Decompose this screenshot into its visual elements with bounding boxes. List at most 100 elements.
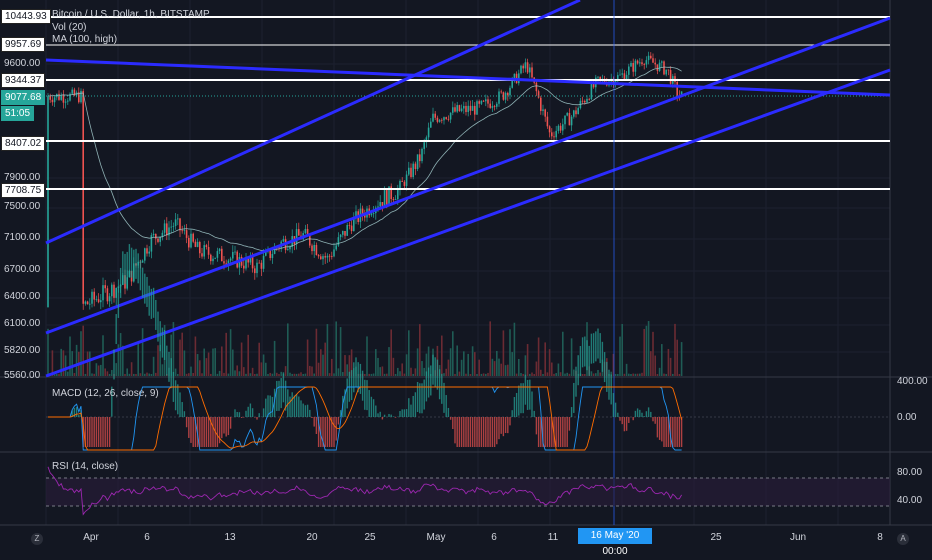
macd-histogram-bar [248,407,249,417]
volume-bar [503,330,505,376]
macd-histogram-bar [430,365,431,395]
macd-histogram-bar [157,312,158,342]
macd-histogram-bar [388,414,389,417]
volume-bar [309,366,311,376]
candle-body [632,63,634,72]
volume-bar [472,346,474,376]
macd-histogram-bar [129,244,130,274]
volume-bar [384,374,386,376]
volume-bar [505,365,507,376]
macd-histogram-bar [377,413,378,417]
auto-scale-button[interactable]: A [897,533,909,545]
macd-histogram-bar [593,333,594,363]
candle-body [555,131,557,137]
candle-body [230,258,232,260]
candle-body [89,304,91,305]
candle-body [52,100,54,102]
macd-histogram-bar [329,417,330,447]
volume-bar [96,363,98,376]
volume-bar [566,373,568,376]
volume-bar [236,365,238,376]
macd-histogram-bar [674,417,675,447]
macd-histogram-bar [369,390,370,417]
volume-bar [311,367,313,376]
macd-histogram-bar [518,386,519,416]
candle-body [346,225,348,236]
volume-bar [637,374,639,376]
macd-histogram-bar [534,411,535,417]
level-tag: 9344.37 [1,73,45,88]
volume-bar [630,374,632,376]
volume-bar [483,373,485,376]
zoom-reset-button[interactable]: Z [31,533,43,545]
candle-body [296,229,298,244]
candle-body [63,95,65,102]
volume-bar [641,373,643,376]
candle-body [395,199,397,200]
volume-bar [564,374,566,376]
macd-histogram-bar [384,415,385,417]
volume-bar [296,374,298,376]
macd-histogram-bar [424,380,425,410]
volume-bar [377,358,379,376]
macd-histogram-bar [89,417,90,447]
volume-bar [643,329,645,376]
macd-histogram-bar [457,417,458,447]
volume-bar [632,374,634,376]
macd-histogram-bar [228,417,229,435]
macd-histogram-bar [560,417,561,447]
candle-body [646,60,648,64]
macd-histogram-bar [395,417,396,418]
macd-histogram-bar [294,396,295,417]
volume-bar [239,371,241,376]
macd-histogram-bar [591,334,592,364]
candle-body [410,168,412,177]
candle-body [417,154,419,169]
candle-body [329,256,331,257]
volume-bar [184,350,186,376]
volume-bar [287,323,289,376]
candle-body [212,259,214,261]
volume-bar [668,349,670,376]
volume-bar [313,374,315,376]
volume-bar [492,359,494,376]
macd-histogram-bar [637,408,638,417]
volume-bar [650,351,652,376]
time-label: 20 [306,532,317,543]
macd-histogram-bar [608,370,609,400]
volume-bar [217,374,219,376]
time-label: Apr [83,532,99,543]
time-label: 25 [710,532,721,543]
macd-histogram-bar [602,342,603,372]
macd-histogram-bar [171,358,172,388]
macd-histogram-bar [296,394,297,417]
macd-histogram-bar [505,417,506,433]
volume-bar [536,362,538,376]
macd-histogram-bar [142,268,143,298]
candle-body [520,66,522,74]
candle-body [111,285,113,297]
volume-bar [459,372,461,376]
candle-body [47,96,49,307]
candle-body [206,245,208,247]
macd-histogram-bar [569,417,570,431]
volume-bar [294,374,296,376]
macd-histogram-bar [201,417,202,447]
candle-body [324,256,326,257]
volume-bar [595,373,597,376]
time-label: 6 [491,532,497,543]
macd-histogram-bar [650,412,651,417]
macd-histogram-bar [270,396,271,417]
macd-histogram-bar [309,410,310,417]
macd-histogram-bar [549,417,550,447]
volume-bar [393,358,395,376]
candle-body [67,101,69,102]
volume-bar [597,370,599,376]
volume-bar [529,374,531,376]
volume-bar [533,374,535,376]
candle-body [665,70,667,75]
candle-body [428,128,430,138]
macd-histogram-bar [239,412,240,417]
macd-histogram-bar [124,254,125,284]
